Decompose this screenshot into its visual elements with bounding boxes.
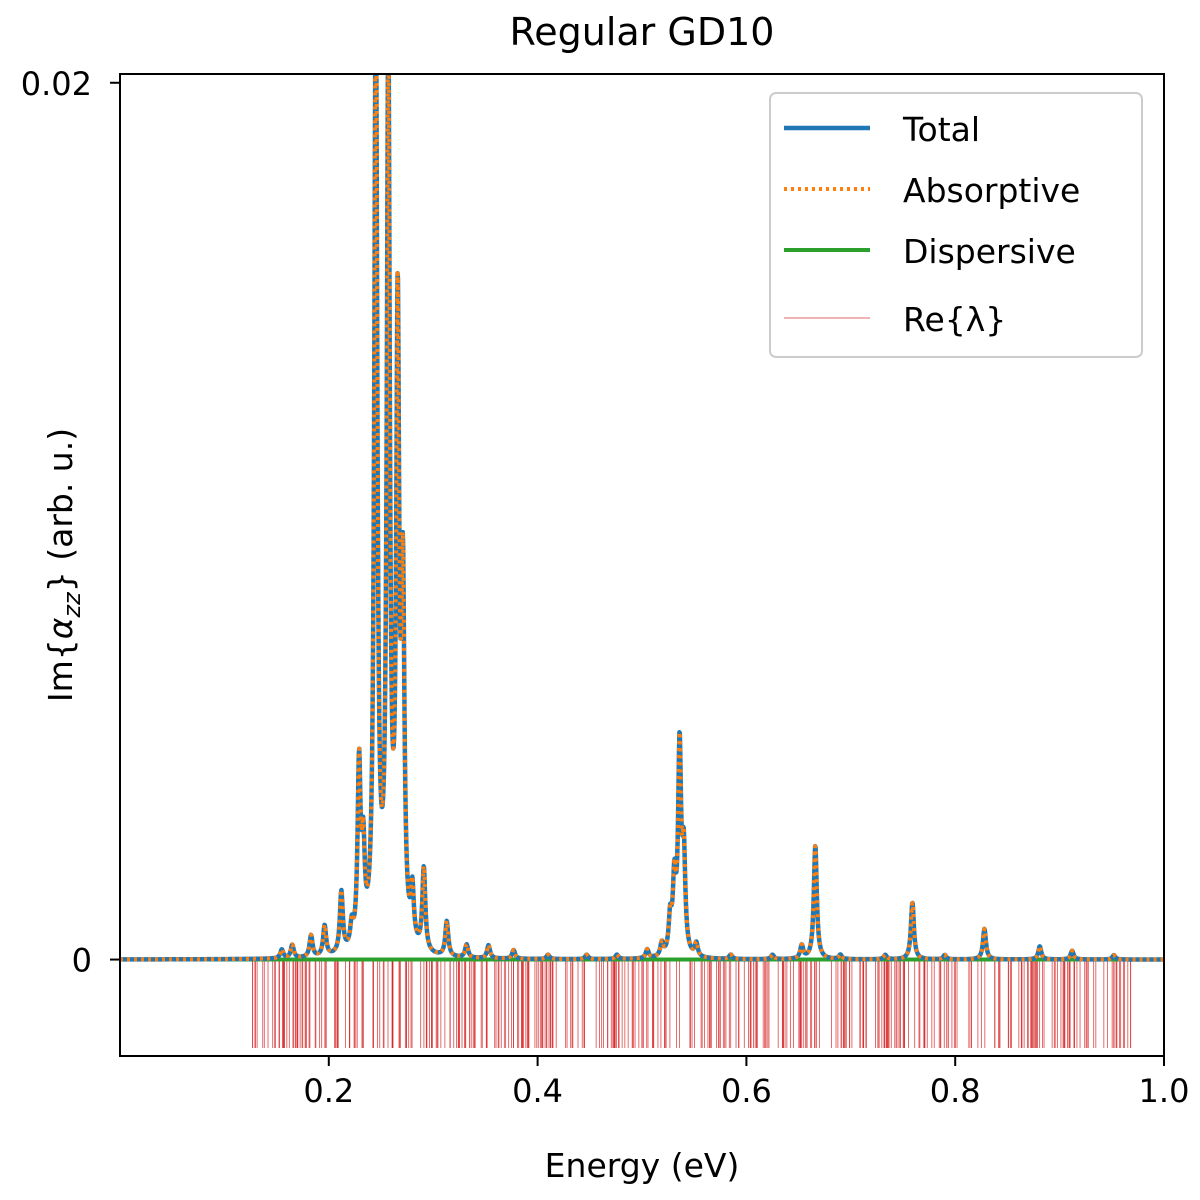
x-axis: 0.2 0.4 0.6 0.8 1.0 <box>303 1056 1189 1110</box>
eigenvalue-sticks <box>252 959 1132 1048</box>
series-line-absorptive <box>120 74 1164 962</box>
legend-label-total: Total <box>902 110 980 149</box>
legend-box <box>769 92 1143 358</box>
legend-label-dispersive: Dispersive <box>903 232 1076 271</box>
y-axis: 00.02 <box>21 65 120 980</box>
legend-label-eigenvalues: Re{λ} <box>903 300 1006 339</box>
y-axis-title: Im{αzz} (arb. u.) <box>41 428 86 702</box>
chart-title: Regular GD10 <box>510 10 775 54</box>
x-tick-label: 0.8 <box>930 1072 981 1110</box>
plot-frame <box>119 73 1165 1057</box>
y-tick-label: 0 <box>72 942 92 980</box>
legend: Total Absorptive Dispersive Re{λ} <box>769 92 1143 358</box>
legend-label-absorptive: Absorptive <box>903 171 1080 210</box>
x-axis-title: Energy (eV) <box>545 1146 740 1185</box>
plot-area <box>120 74 1164 1048</box>
y-tick-label: 0.02 <box>21 65 92 103</box>
x-tick-label: 0.6 <box>721 1072 772 1110</box>
x-tick-label: 0.4 <box>512 1072 563 1110</box>
x-tick-label: 1.0 <box>1139 1072 1190 1110</box>
x-tick-label: 0.2 <box>303 1072 354 1110</box>
